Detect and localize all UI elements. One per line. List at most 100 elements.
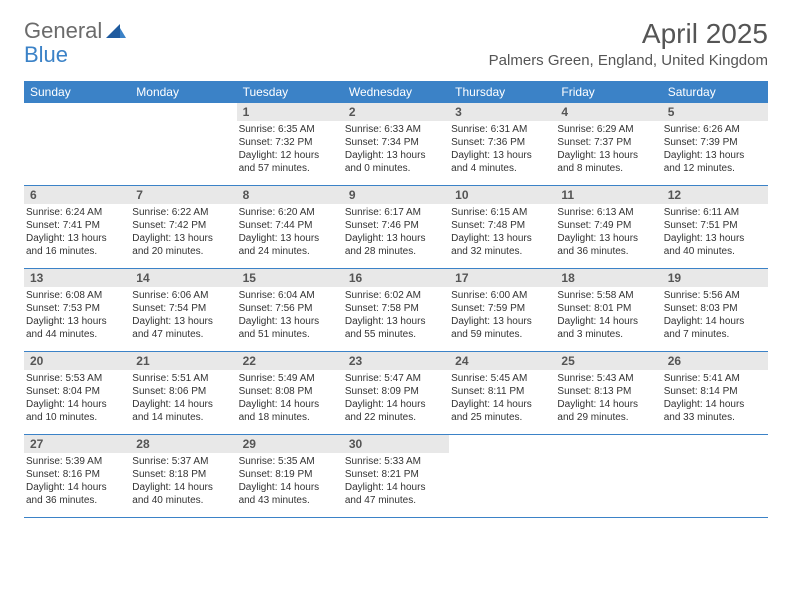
daylight1-text: Daylight: 14 hours xyxy=(555,398,661,411)
daylight1-text: Daylight: 14 hours xyxy=(343,398,449,411)
daylight2-text: and 29 minutes. xyxy=(555,411,661,424)
logo-triangle-icon xyxy=(106,24,126,38)
day-cell: 12Sunrise: 6:11 AMSunset: 7:51 PMDayligh… xyxy=(662,186,768,268)
daylight2-text: and 4 minutes. xyxy=(449,162,555,175)
day-cell: 22Sunrise: 5:49 AMSunset: 8:08 PMDayligh… xyxy=(237,352,343,434)
day-cell: 16Sunrise: 6:02 AMSunset: 7:58 PMDayligh… xyxy=(343,269,449,351)
daylight1-text: Daylight: 14 hours xyxy=(662,315,768,328)
daylight2-text: and 43 minutes. xyxy=(237,494,343,507)
day-cell: 4Sunrise: 6:29 AMSunset: 7:37 PMDaylight… xyxy=(555,103,661,185)
sunset-text: Sunset: 8:16 PM xyxy=(24,468,130,481)
day-number: 26 xyxy=(662,352,768,370)
day-cell: 1Sunrise: 6:35 AMSunset: 7:32 PMDaylight… xyxy=(237,103,343,185)
location: Palmers Green, England, United Kingdom xyxy=(489,52,768,69)
sunset-text: Sunset: 7:49 PM xyxy=(555,219,661,232)
daylight2-text: and 47 minutes. xyxy=(130,328,236,341)
daylight2-text: and 8 minutes. xyxy=(555,162,661,175)
day-cell: 6Sunrise: 6:24 AMSunset: 7:41 PMDaylight… xyxy=(24,186,130,268)
daylight2-text: and 14 minutes. xyxy=(130,411,236,424)
daylight1-text: Daylight: 13 hours xyxy=(449,232,555,245)
day-number: 9 xyxy=(343,186,449,204)
day-number: 13 xyxy=(24,269,130,287)
header: General April 2025 Palmers Green, Englan… xyxy=(0,0,792,73)
daylight1-text: Daylight: 13 hours xyxy=(343,232,449,245)
daylight1-text: Daylight: 14 hours xyxy=(662,398,768,411)
day-number: 1 xyxy=(237,103,343,121)
day-cell: 9Sunrise: 6:17 AMSunset: 7:46 PMDaylight… xyxy=(343,186,449,268)
daylight2-text: and 0 minutes. xyxy=(343,162,449,175)
sunset-text: Sunset: 8:09 PM xyxy=(343,385,449,398)
daylight2-text: and 57 minutes. xyxy=(237,162,343,175)
day-cell xyxy=(449,435,555,517)
day-cell: 21Sunrise: 5:51 AMSunset: 8:06 PMDayligh… xyxy=(130,352,236,434)
daylight1-text: Daylight: 14 hours xyxy=(130,481,236,494)
sunrise-text: Sunrise: 6:02 AM xyxy=(343,289,449,302)
day-number: 28 xyxy=(130,435,236,453)
day-cell: 28 Sunrise: 5:37 AMSunset: 8:18 PMDayligh… xyxy=(130,435,236,517)
sunset-text: Sunset: 7:34 PM xyxy=(343,136,449,149)
weeks-container: 1 Sunrise: 6:35 AMSunset: 7:32 PM Daylight… xyxy=(24,103,768,518)
daylight1-text: Daylight: 14 hours xyxy=(555,315,661,328)
sunrise-text: Sunrise: 5:53 AM xyxy=(24,372,130,385)
day-cell: 13Sunrise: 6:08 AMSunset: 7:53 PMDayligh… xyxy=(24,269,130,351)
day-cell: 18Sunrise: 5:58 AMSunset: 8:01 PMDayligh… xyxy=(555,269,661,351)
day-header: Sunday xyxy=(24,81,130,103)
day-cell xyxy=(555,435,661,517)
sunrise-text: Sunrise: 5:56 AM xyxy=(662,289,768,302)
sunset-text: Sunset: 7:32 PM xyxy=(237,136,343,149)
sunset-text: Sunset: 7:39 PM xyxy=(662,136,768,149)
day-cell: 20Sunrise: 5:53 AMSunset: 8:04 PMDayligh… xyxy=(24,352,130,434)
sunset-text: Sunset: 7:36 PM xyxy=(449,136,555,149)
daylight1-text: Daylight: 13 hours xyxy=(449,149,555,162)
sunrise-text: Sunrise: 5:37 AM xyxy=(130,455,236,468)
sunrise-text: Sunrise: 6:31 AM xyxy=(449,123,555,136)
day-cell: 3Sunrise: 6:31 AMSunset: 7:36 PMDaylight… xyxy=(449,103,555,185)
day-number: 5 xyxy=(662,103,768,121)
week-row: 6Sunrise: 6:24 AMSunset: 7:41 PMDaylight… xyxy=(24,186,768,269)
daylight1-text: Daylight: 14 hours xyxy=(130,398,236,411)
day-number: 15 xyxy=(237,269,343,287)
day-number: 6 xyxy=(24,186,130,204)
sunset-text: Sunset: 8:06 PM xyxy=(130,385,236,398)
week-row: 1 Sunrise: 6:35 AMSunset: 7:32 PM Daylight… xyxy=(24,103,768,186)
sunrise-text: Sunrise: 6:35 AM xyxy=(237,123,343,136)
sunset-text: Sunset: 8:18 PM xyxy=(130,468,236,481)
daylight1-text: Daylight: 14 hours xyxy=(343,481,449,494)
daylight2-text: and 40 minutes. xyxy=(130,494,236,507)
day-cell xyxy=(130,103,236,185)
daylight2-text: and 22 minutes. xyxy=(343,411,449,424)
day-number: 24 xyxy=(449,352,555,370)
sunrise-text: Sunrise: 6:11 AM xyxy=(662,206,768,219)
day-cell: 23Sunrise: 5:47 AMSunset: 8:09 PMDayligh… xyxy=(343,352,449,434)
day-number: 7 xyxy=(130,186,236,204)
sunrise-text: Sunrise: 5:58 AM xyxy=(555,289,661,302)
day-header: Tuesday xyxy=(237,81,343,103)
sunrise-text: Sunrise: 6:20 AM xyxy=(237,206,343,219)
daylight1-text: Daylight: 14 hours xyxy=(24,398,130,411)
sunset-text: Sunset: 8:21 PM xyxy=(343,468,449,481)
sunset-text: Sunset: 7:54 PM xyxy=(130,302,236,315)
daylight2-text: and 24 minutes. xyxy=(237,245,343,258)
sunset-text: Sunset: 8:04 PM xyxy=(24,385,130,398)
logo: General xyxy=(24,18,128,44)
daylight1-text: Daylight: 13 hours xyxy=(237,232,343,245)
daylight2-text: and 20 minutes. xyxy=(130,245,236,258)
daylight2-text: and 51 minutes. xyxy=(237,328,343,341)
daylight2-text: and 40 minutes. xyxy=(662,245,768,258)
day-cell: 2Sunrise: 6:33 AMSunset: 7:34 PMDaylight… xyxy=(343,103,449,185)
day-header: Friday xyxy=(555,81,661,103)
calendar: Sunday Monday Tuesday Wednesday Thursday… xyxy=(24,81,768,518)
sunrise-text: Sunrise: 6:33 AM xyxy=(343,123,449,136)
day-cell: 11Sunrise: 6:13 AMSunset: 7:49 PMDayligh… xyxy=(555,186,661,268)
sunrise-text: Sunrise: 5:51 AM xyxy=(130,372,236,385)
day-cell: 7Sunrise: 6:22 AMSunset: 7:42 PMDaylight… xyxy=(130,186,236,268)
daylight2-text: and 47 minutes. xyxy=(343,494,449,507)
day-cell: 26Sunrise: 5:41 AMSunset: 8:14 PMDayligh… xyxy=(662,352,768,434)
day-number: 17 xyxy=(449,269,555,287)
sunset-text: Sunset: 8:13 PM xyxy=(555,385,661,398)
day-number: 23 xyxy=(343,352,449,370)
day-cell: 25Sunrise: 5:43 AMSunset: 8:13 PMDayligh… xyxy=(555,352,661,434)
sunset-text: Sunset: 7:44 PM xyxy=(237,219,343,232)
day-header: Saturday xyxy=(662,81,768,103)
day-number: 18 xyxy=(555,269,661,287)
